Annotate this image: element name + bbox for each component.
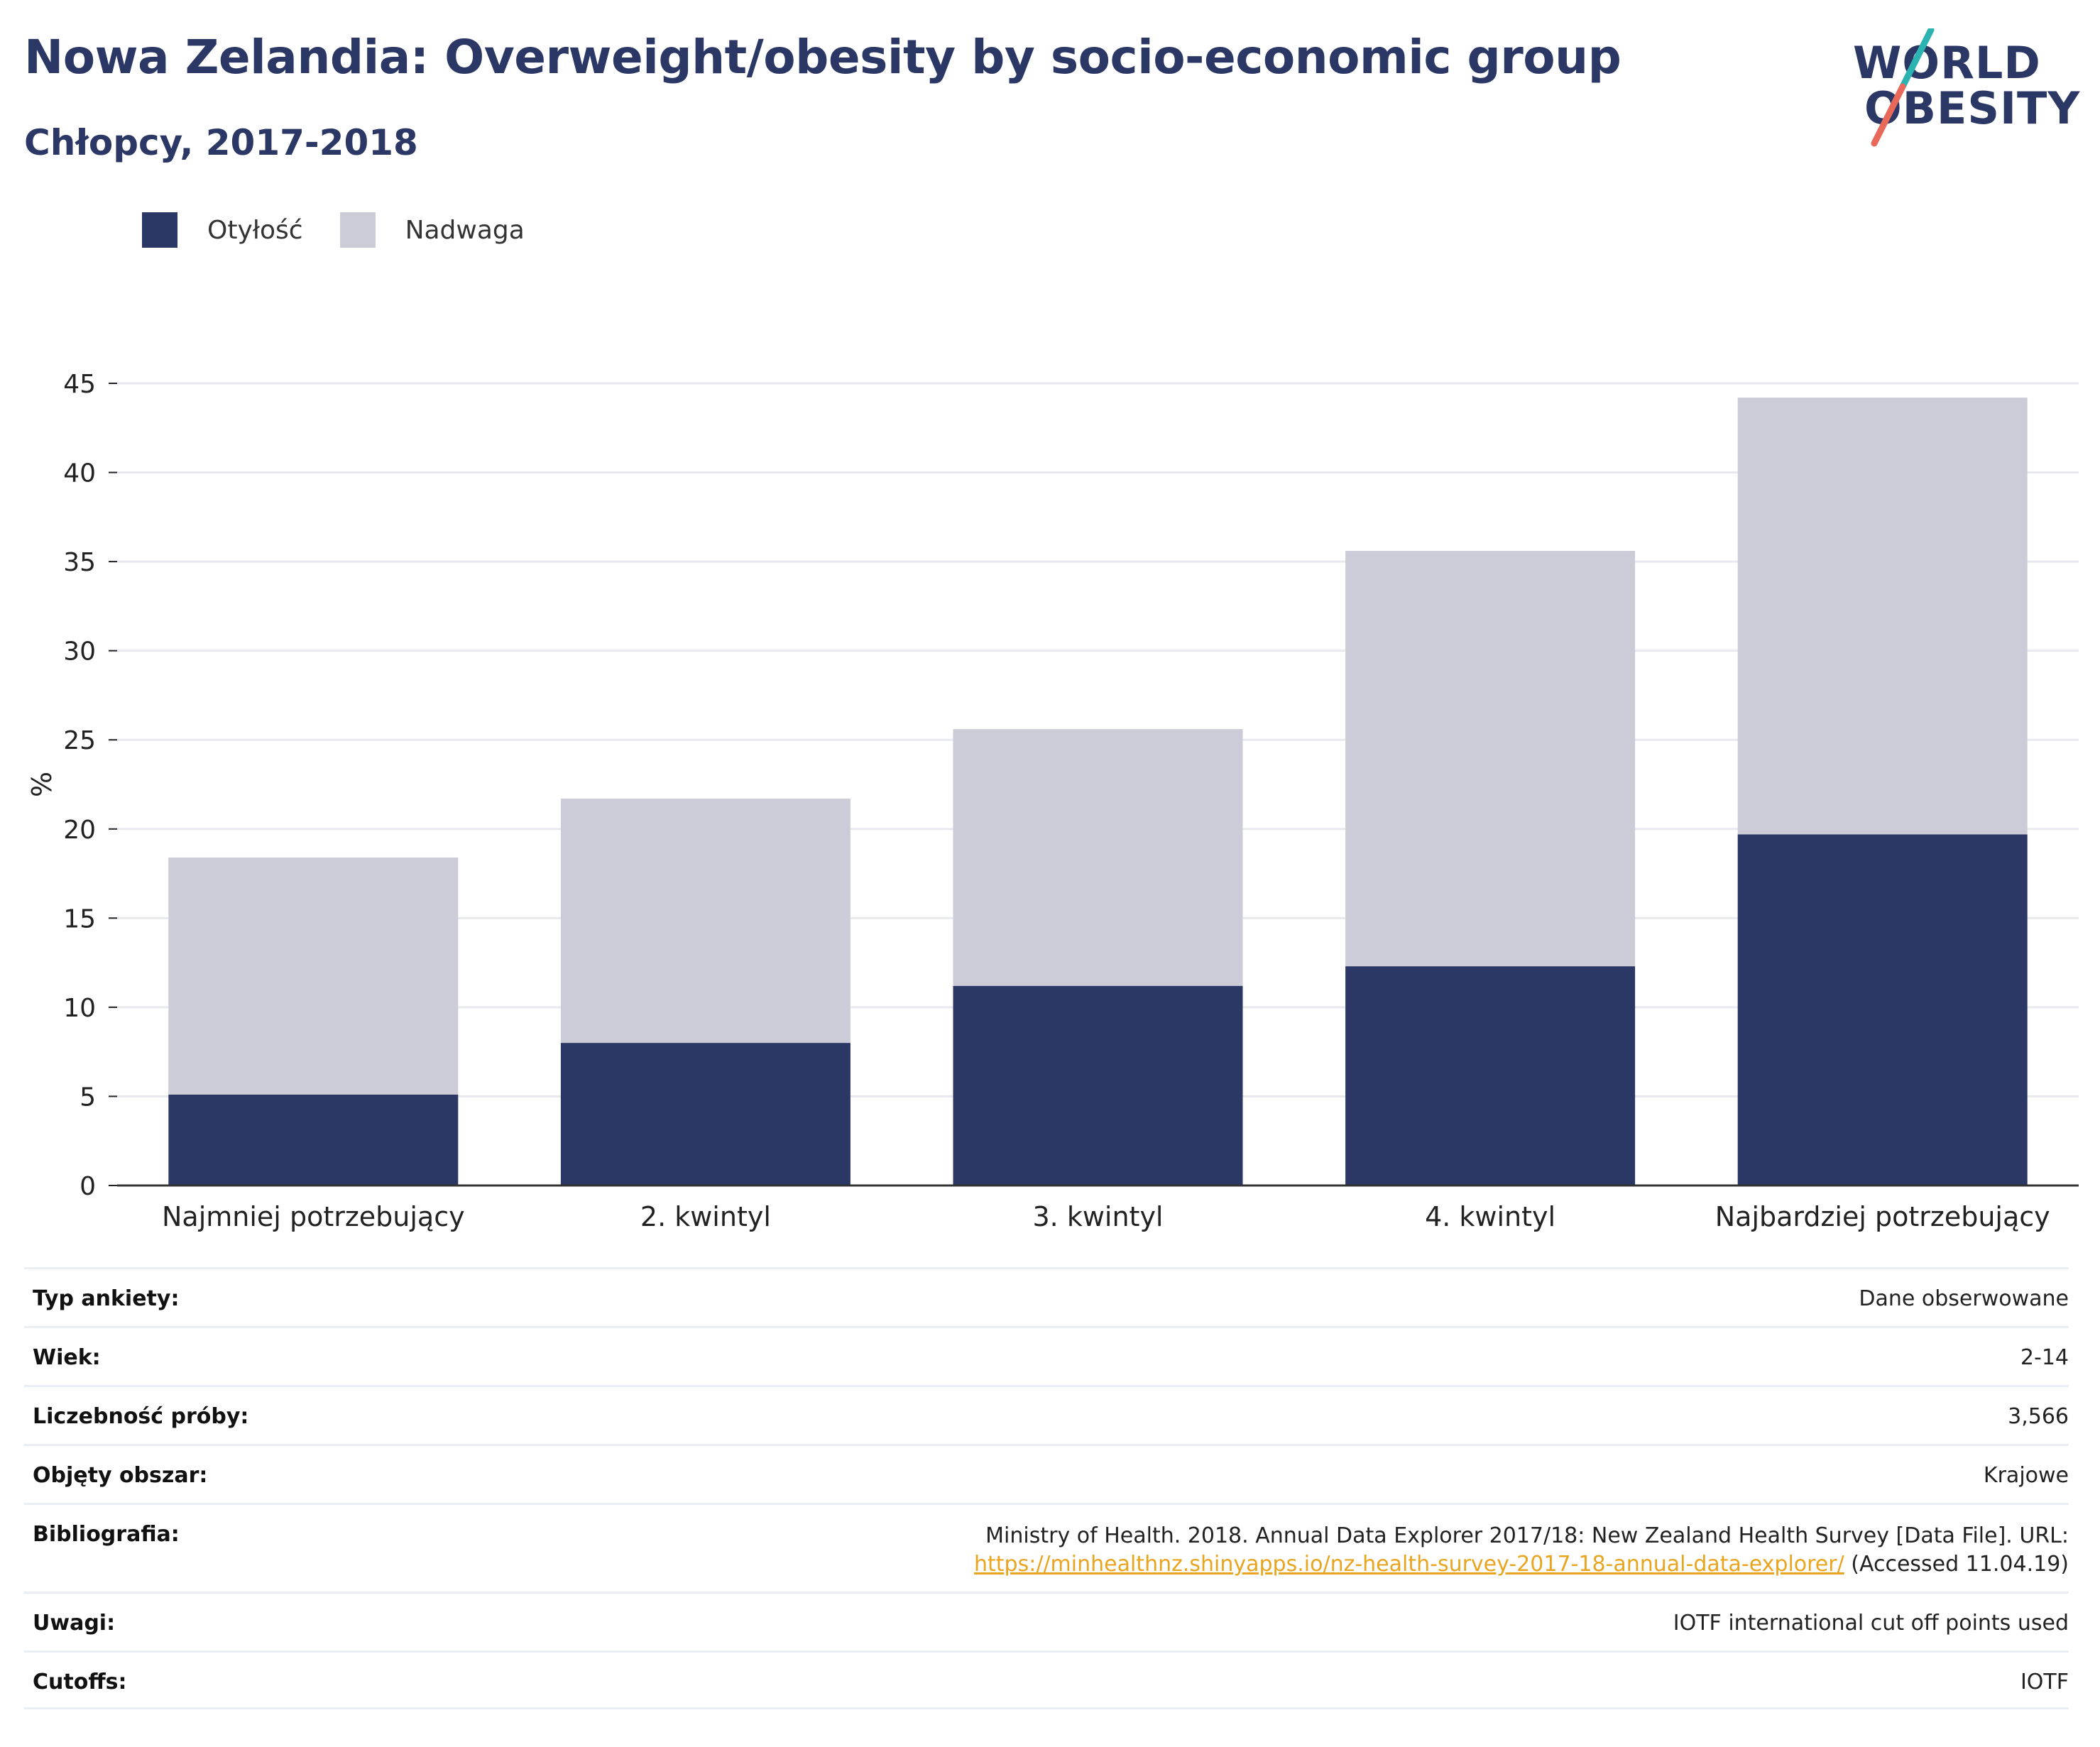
logo-slash-icon <box>1871 28 1935 147</box>
bar-otylosc <box>1737 834 2028 1185</box>
stacked-bar-chart: 0 5 10 15 20 25 30 35 40 45% Najmniej potrzebujący… <box>26 370 2079 1232</box>
y-tick-label: 35 <box>63 548 96 577</box>
meta-key: Typ ankiety: <box>33 1286 180 1311</box>
x-tick-label: 4. kwintyl <box>1425 1201 1555 1232</box>
bibliography-text: Ministry of Health. 2018. Annual Data Ex… <box>985 1523 2069 1548</box>
meta-value: IOTF international cut off points used <box>1673 1611 2069 1636</box>
meta-value: 3,566 <box>2008 1404 2069 1429</box>
meta-row-bibliography: Bibliografia: Ministry of Health. 2018. … <box>24 1503 2069 1592</box>
chart-subtitle: Chłopcy, 2017-2018 <box>24 122 418 163</box>
bar-nadwaga <box>953 729 1243 986</box>
bibliography-link[interactable]: https://minhealthnz.shinyapps.io/nz-heal… <box>974 1552 1844 1577</box>
x-tick-label: 3. kwintyl <box>1032 1201 1163 1232</box>
y-tick-label: 30 <box>63 637 96 667</box>
world-obesity-logo: WORLD OBESITY <box>1853 28 2087 156</box>
meta-value: Dane obserwowane <box>1859 1286 2069 1311</box>
legend-label-nadwaga: Nadwaga <box>405 215 525 245</box>
meta-key: Objęty obszar: <box>33 1463 208 1488</box>
meta-row-area: Objęty obszar: Krajowe <box>24 1444 2069 1503</box>
y-tick-label: 5 <box>80 1083 96 1112</box>
legend-swatch-nadwaga <box>339 212 376 248</box>
bar-nadwaga <box>168 857 459 1095</box>
bar-nadwaga <box>560 799 851 1044</box>
meta-key: Wiek: <box>33 1345 101 1370</box>
legend-item-otylosc: Otyłość <box>142 212 303 248</box>
meta-value: 2-14 <box>2020 1345 2069 1370</box>
y-tick-label: 20 <box>63 816 96 845</box>
x-tick-label: Najmniej potrzebujący <box>162 1201 465 1232</box>
meta-row-survey-type: Typ ankiety: Dane obserwowane <box>24 1267 2069 1326</box>
x-tick-label: 2. kwintyl <box>640 1201 771 1232</box>
y-tick-label: 45 <box>63 370 96 399</box>
meta-key: Bibliografia: <box>33 1522 180 1547</box>
bar-nadwaga <box>1737 398 2028 835</box>
chart-title: Nowa Zelandia: Overweight/obesity by soc… <box>24 30 1622 84</box>
meta-row-age: Wiek: 2-14 <box>24 1326 2069 1385</box>
metadata-table: Typ ankiety: Dane obserwowane Wiek: 2-14… <box>24 1267 2069 1709</box>
bar-nadwaga <box>1345 551 1636 967</box>
y-tick-label: 10 <box>63 994 96 1023</box>
y-axis-label: % <box>26 772 58 797</box>
bar-otylosc <box>560 1043 851 1185</box>
logo-text-world: WORLD <box>1853 37 2041 89</box>
bar-otylosc <box>1345 966 1636 1185</box>
x-tick-label: Najbardziej potrzebujący <box>1715 1201 2050 1232</box>
meta-value: Krajowe <box>1983 1463 2069 1488</box>
meta-row-notes: Uwagi: IOTF international cut off points… <box>24 1592 2069 1650</box>
y-tick-label: 15 <box>63 904 96 933</box>
meta-row-cutoffs: Cutoffs: IOTF <box>24 1650 2069 1709</box>
legend-item-nadwaga: Nadwaga <box>339 212 525 248</box>
bar-otylosc <box>168 1094 459 1185</box>
chart-legend: Otyłość Nadwaga <box>142 210 562 250</box>
y-tick-label: 40 <box>63 459 96 488</box>
y-tick-label: 0 <box>80 1172 96 1201</box>
meta-key: Uwagi: <box>33 1611 116 1636</box>
meta-value: Ministry of Health. 2018. Annual Data Ex… <box>974 1522 2069 1579</box>
legend-swatch-otylosc <box>142 212 177 248</box>
bibliography-suffix: (Accessed 11.04.19) <box>1844 1552 2069 1577</box>
y-tick-label: 25 <box>63 726 96 755</box>
meta-value: IOTF <box>2020 1670 2069 1694</box>
bar-otylosc <box>953 985 1243 1185</box>
meta-key: Cutoffs: <box>33 1670 127 1694</box>
legend-label-otylosc: Otyłość <box>207 215 303 245</box>
meta-row-sample-size: Liczebność próby: 3,566 <box>24 1385 2069 1444</box>
meta-key: Liczebność próby: <box>33 1404 249 1429</box>
